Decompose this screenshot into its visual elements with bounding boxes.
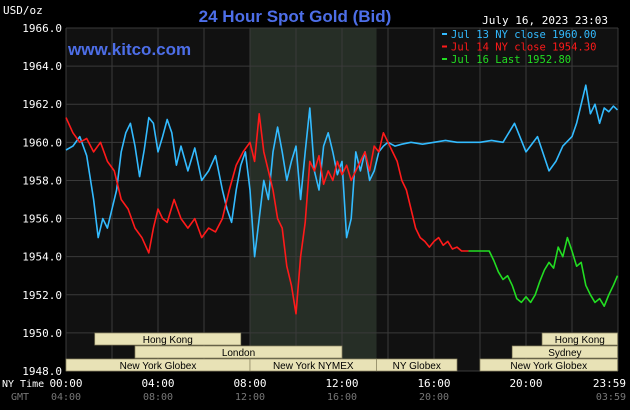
session-label: Hong Kong xyxy=(555,335,605,346)
chart-title: 24 Hour Spot Gold (Bid) xyxy=(199,7,392,26)
x-tick-label-gmt: 03:59 xyxy=(596,392,626,403)
y-tick-label: 1962.0 xyxy=(22,98,62,111)
session-bar: NY Globex xyxy=(376,358,458,372)
x-tick-label-ny: 23:59 xyxy=(593,377,626,390)
y-tick-label: 1958.0 xyxy=(22,174,62,187)
session-label: NY Globex xyxy=(393,361,441,372)
session-bar: Sydney xyxy=(511,345,618,359)
legend-entry: Jul 13 NY close 1960.00 xyxy=(451,29,596,41)
session-box xyxy=(479,358,618,372)
x-tick-label-ny: 04:00 xyxy=(141,377,174,390)
y-tick-label: 1950.0 xyxy=(22,327,62,340)
x-tick-label-ny: 12:00 xyxy=(325,377,358,390)
session-box xyxy=(94,332,242,346)
series-lines xyxy=(65,84,619,315)
x-tick-label-gmt: 12:00 xyxy=(235,392,265,403)
session-label: London xyxy=(222,348,255,359)
session-box xyxy=(376,358,458,372)
session-box xyxy=(511,345,618,359)
session-box xyxy=(541,332,618,346)
legend-swatch xyxy=(442,58,447,60)
x-tick-label-gmt: 20:00 xyxy=(419,392,449,403)
x-label-gmt: GMT xyxy=(11,392,29,403)
y-tick-label: 1948.0 xyxy=(22,365,62,378)
nymex-session-band xyxy=(250,28,377,371)
session-label: Hong Kong xyxy=(143,335,193,346)
x-tick-label-gmt: 04:00 xyxy=(51,392,81,403)
y-tick-label: 1956.0 xyxy=(22,213,62,226)
gridlines xyxy=(65,27,619,372)
session-box xyxy=(134,345,343,359)
x-tick-label-gmt: 08:00 xyxy=(143,392,173,403)
market-sessions: Hong Kong Hong Kong London Sydney New York G… xyxy=(65,332,618,372)
source-watermark: www.kitco.com xyxy=(67,40,191,59)
session-bar: New York Globex xyxy=(65,358,251,372)
session-bar: Hong Kong xyxy=(541,332,618,346)
session-label: Sydney xyxy=(548,348,581,359)
unit-label: USD/oz xyxy=(3,4,43,17)
legend-swatch xyxy=(442,33,447,35)
legend-entry: Jul 16 Last 1952.80 xyxy=(451,54,571,66)
session-bar: London xyxy=(134,345,343,359)
y-tick-label: 1964.0 xyxy=(22,60,62,73)
session-bar: New York Globex xyxy=(479,358,618,372)
session-bar: Hong Kong xyxy=(94,332,242,346)
x-tick-label-ny: 08:00 xyxy=(233,377,266,390)
x-tick-label-ny: 20:00 xyxy=(509,377,542,390)
session-bar: New York NYMEX xyxy=(249,358,377,372)
y-tick-label: 1960.0 xyxy=(22,136,62,149)
y-tick-label: 1952.0 xyxy=(22,289,62,302)
y-tick-label: 1966.0 xyxy=(22,22,62,35)
chart-date: July 16, 2023 23:03 xyxy=(482,14,608,27)
y-tick-label: 1954.0 xyxy=(22,251,62,264)
x-label-ny: NY Time xyxy=(2,379,44,390)
x-tick-label-ny: 16:00 xyxy=(417,377,450,390)
x-tick-label-gmt: 16:00 xyxy=(327,392,357,403)
x-tick-label-ny: 00:00 xyxy=(49,377,82,390)
legend-entry: Jul 14 NY close 1954.30 xyxy=(451,42,596,54)
session-label: New York NYMEX xyxy=(273,361,354,372)
axes: 1966.0 1964.0 1962.0 1960.0 1958.0 1956.0 1954… xyxy=(22,22,626,403)
session-label: New York Globex xyxy=(120,361,197,372)
series-line-0 xyxy=(65,84,619,258)
series-line-2 xyxy=(468,236,619,308)
series-line-1 xyxy=(65,113,469,315)
legend-swatch xyxy=(442,45,447,48)
session-label: New York Globex xyxy=(510,361,587,372)
